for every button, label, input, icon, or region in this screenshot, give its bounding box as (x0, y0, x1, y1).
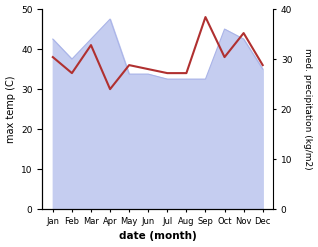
X-axis label: date (month): date (month) (119, 231, 197, 242)
Y-axis label: med. precipitation (kg/m2): med. precipitation (kg/m2) (303, 48, 313, 170)
Y-axis label: max temp (C): max temp (C) (5, 75, 16, 143)
